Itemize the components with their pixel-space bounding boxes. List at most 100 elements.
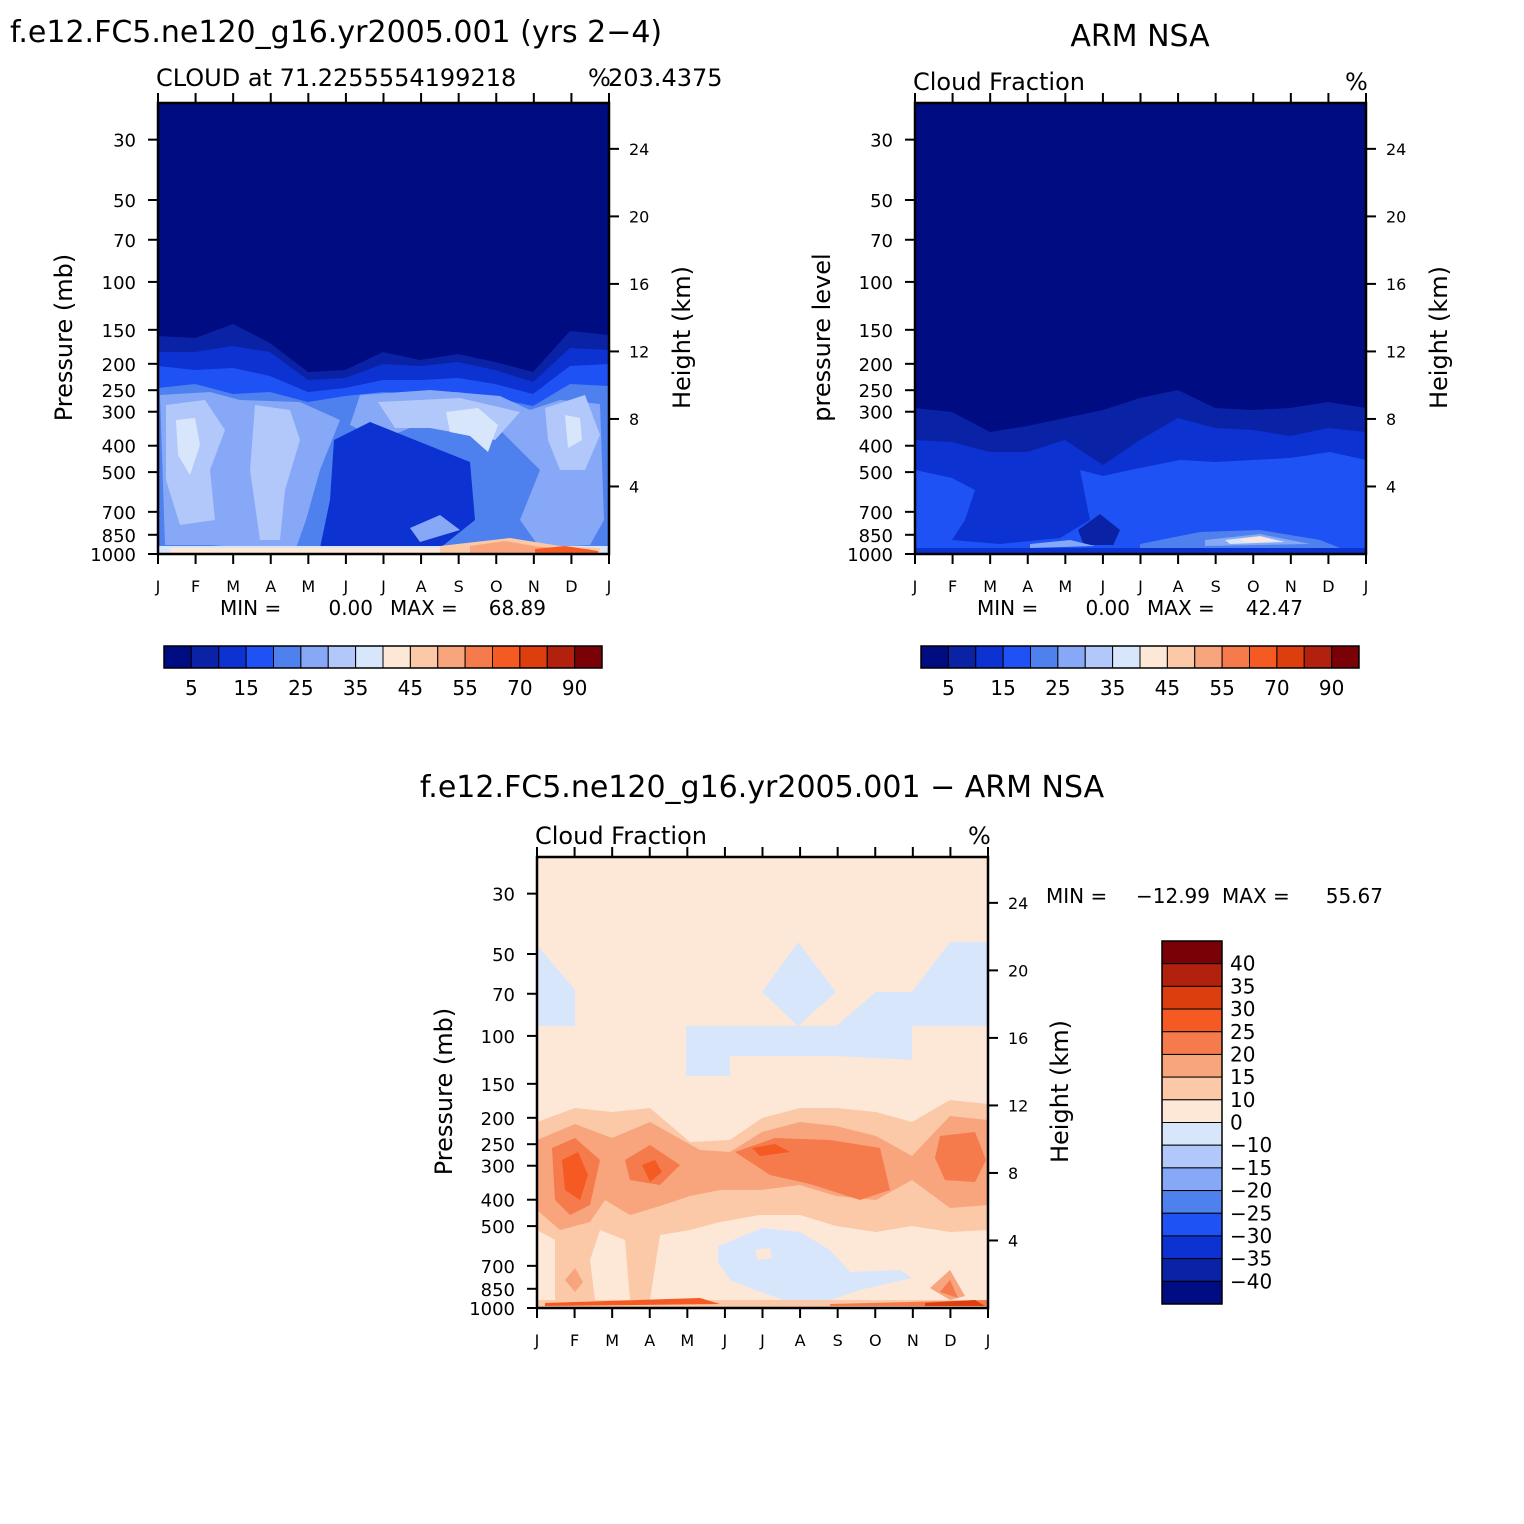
panel-obs-title: ARM NSA	[1070, 19, 1210, 54]
colorbar-label: 90	[1319, 676, 1344, 700]
contour-field-diff	[537, 857, 988, 1308]
y-tick-label: 1000	[90, 545, 136, 566]
x-tick-label: M	[983, 577, 997, 596]
colorbar-swatch	[574, 645, 603, 669]
y-tick-label: 700	[859, 503, 893, 524]
contour-band-10-15-b	[998, 470, 1058, 522]
y-tick-label: 500	[102, 463, 136, 484]
colorbar-swatch	[1303, 645, 1333, 669]
x-tick-label: J	[534, 1331, 540, 1350]
y-tick-label: 300	[102, 403, 136, 424]
x-tick-label: S	[454, 577, 464, 596]
contour-band-0-10-island	[755, 1248, 772, 1260]
colorbar-swatch	[1161, 1280, 1223, 1305]
y-tick-label: 30	[113, 131, 136, 152]
max-value-obs: 42.47	[1246, 596, 1303, 620]
colorbar-swatch	[1161, 985, 1223, 1010]
colorbar-label: −10	[1230, 1133, 1272, 1157]
x-tick-label: J	[343, 577, 349, 596]
colorbar-swatch	[1002, 645, 1031, 669]
y2-tick-label: 24	[1386, 140, 1406, 159]
colorbar-swatch	[1161, 1235, 1223, 1260]
colorbar-swatch	[1161, 1122, 1223, 1146]
colorbar-label: 15	[1230, 1065, 1255, 1089]
colorbar-label: 45	[398, 676, 423, 700]
colorbar-label: 90	[562, 676, 587, 700]
y-tick-label: 200	[481, 1109, 515, 1130]
colorbar-swatch	[1161, 1099, 1223, 1123]
panel-model-subtitle-right: 203.4375	[608, 64, 723, 92]
y-tick-label: 200	[859, 355, 893, 376]
colorbar-label: 70	[507, 676, 532, 700]
y-tick-label: 400	[102, 437, 136, 458]
colorbar-swatch	[1161, 963, 1223, 987]
contour-band-surface-strong-c	[925, 1300, 985, 1306]
contour-band-25-30-a	[562, 1152, 588, 1200]
y-tick-label: 1000	[847, 545, 893, 566]
panel-model-subtitle: CLOUD at 71.2255554199218	[156, 64, 516, 92]
y2-tick-label: 24	[1008, 894, 1028, 913]
colorbar-swatch	[1249, 645, 1278, 669]
y-tick-label: 500	[859, 463, 893, 484]
y2-tick-label: 20	[1386, 207, 1406, 226]
y2-tick-label: 16	[629, 275, 649, 294]
x-tick-label: J	[155, 577, 161, 596]
x-tick-label: M	[605, 1331, 619, 1350]
colorbar-label: 5	[185, 676, 198, 700]
y2-tick-label: 4	[1008, 1231, 1018, 1250]
max-value-diff: 55.67	[1326, 884, 1383, 908]
colorbar-swatch	[273, 645, 302, 669]
colorbar-swatch	[218, 645, 247, 669]
colorbar-label: 55	[452, 676, 477, 700]
colorbar-swatch	[1331, 645, 1360, 669]
colorbar-swatch	[1139, 645, 1168, 669]
colorbar-swatch	[1161, 1008, 1223, 1033]
y-axis-label: pressure level	[808, 253, 836, 421]
contour-band-neg10-0-b	[762, 942, 836, 1026]
min-value-obs: 0.00	[1085, 596, 1130, 620]
x-tick-label: A	[795, 1331, 806, 1350]
colorbar-frame	[163, 645, 603, 669]
x-tick-label: J	[1363, 577, 1369, 596]
colorbar-swatch	[464, 645, 493, 669]
colorbar-label: −40	[1230, 1269, 1272, 1293]
y-tick-label: 100	[481, 1027, 515, 1048]
colorbar-swatch	[1057, 645, 1086, 669]
colorbar-swatch	[546, 645, 576, 669]
contour-band-15-20-b	[915, 472, 1360, 554]
colorbar-label: −35	[1230, 1247, 1272, 1271]
colorbar-swatch	[1161, 1053, 1223, 1078]
x-tick-label: M	[226, 577, 240, 596]
x-tick-label: J	[722, 1331, 728, 1350]
y2-tick-label: 8	[1386, 410, 1396, 429]
contour-band-60-70-surface	[535, 546, 598, 554]
y-tick-label: 400	[481, 1191, 515, 1212]
x-tick-label: F	[570, 1331, 579, 1350]
colorbar-label: 70	[1264, 676, 1289, 700]
colorbar-model: 5 15 25 35 45 55 70 90	[163, 645, 603, 700]
max-label-diff: MAX =	[1222, 884, 1290, 908]
y-axis-label: Pressure (mb)	[430, 1008, 458, 1175]
y2-tick-label: 4	[1386, 477, 1396, 496]
y-tick-label: 850	[481, 1280, 515, 1301]
min-value-model: 0.00	[328, 596, 373, 620]
y-tick-label: 100	[102, 273, 136, 294]
max-value-model: 68.89	[489, 596, 546, 620]
y-tick-label: 30	[492, 885, 515, 906]
colorbar-label: 35	[343, 676, 368, 700]
colorbar-frame	[1161, 940, 1223, 1305]
y2-tick-label: 16	[1008, 1029, 1028, 1048]
contour-band-25-30-c	[410, 515, 460, 542]
colorbar-swatch	[519, 645, 548, 669]
panel-model-title: f.e12.FC5.ne120_g16.yr2005.001 (yrs 2−4)	[10, 15, 662, 50]
x-tick-label: A	[644, 1331, 655, 1350]
panel-model-unit: %	[588, 64, 611, 92]
colorbar-swatch	[1112, 645, 1141, 669]
y2-axis-label: Height (km)	[668, 266, 696, 409]
x-tick-label: J	[985, 1331, 991, 1350]
y-tick-label: 700	[102, 503, 136, 524]
colorbar-swatch	[1161, 1190, 1223, 1214]
